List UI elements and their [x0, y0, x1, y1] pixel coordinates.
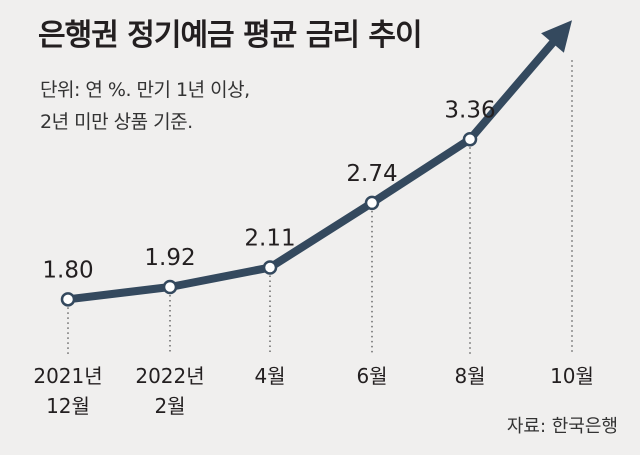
value-label-0: 1.80 [42, 257, 93, 283]
x-tick-label-1-1: 2월 [154, 394, 185, 418]
subtitle-line-1: 단위: 연 %. 만기 1년 이상, [40, 79, 250, 101]
x-tick-label-4-0: 8월 [454, 364, 485, 388]
value-label-1: 1.92 [144, 245, 195, 271]
chart-title: 은행권 정기예금 평균 금리 추이 [38, 18, 423, 53]
subtitle-line-2: 2년 미만 상품 기준. [40, 111, 193, 133]
x-tick-label-0-0: 2021년 [33, 364, 102, 388]
series-line [64, 35, 560, 304]
x-tick-label-3-0: 6월 [356, 364, 387, 388]
data-point-2 [262, 260, 278, 275]
value-label-4: 3.36 [444, 97, 495, 123]
data-point-4 [462, 132, 478, 147]
source-note: 자료: 한국은행 [506, 416, 618, 437]
data-point-1 [162, 279, 178, 295]
data-point-3 [364, 195, 380, 211]
value-label-2: 2.11 [244, 226, 295, 252]
x-tick-label-5-0: 10월 [550, 364, 594, 388]
x-tick-label-0-1: 12월 [46, 394, 90, 418]
series-arrowhead [541, 20, 572, 53]
data-point-0 [60, 292, 76, 307]
x-tick-label-2-0: 4월 [254, 364, 285, 388]
value-label-3: 2.74 [346, 161, 397, 187]
x-tick-label-1-0: 2022년 [135, 364, 204, 388]
chart-subtitle: 단위: 연 %. 만기 1년 이상, 2년 미만 상품 기준. [40, 74, 250, 138]
